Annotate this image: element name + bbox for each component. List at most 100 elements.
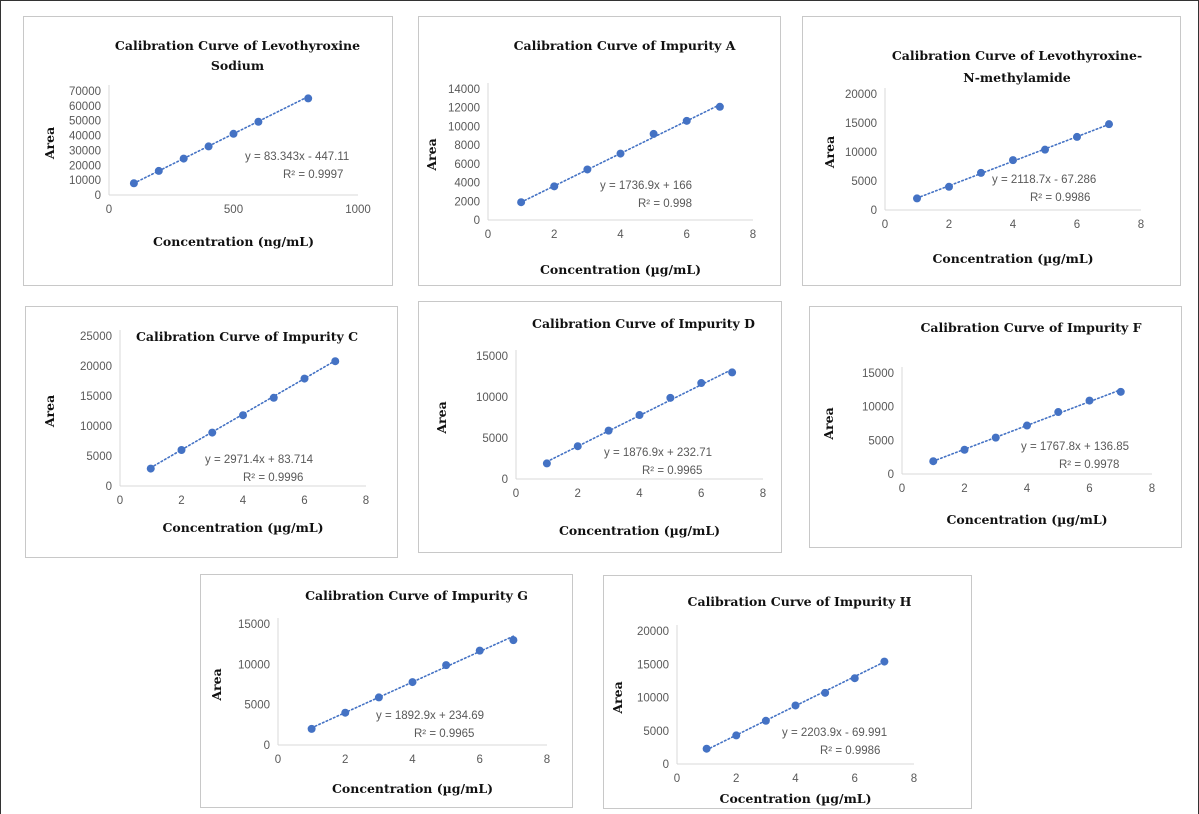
data-point — [1009, 156, 1017, 165]
x-axis-label: Concentration (µg/mL) — [932, 251, 1093, 266]
data-point — [509, 636, 518, 645]
r-squared-label: R² = 0.9986 — [1030, 192, 1090, 204]
r-squared-label: R² = 0.998 — [638, 198, 692, 210]
x-tick-label: 6 — [301, 495, 307, 507]
chart-title: Calibration Curve of Levothyroxine- — [892, 48, 1142, 63]
y-tick-label: 10000 — [80, 421, 112, 433]
r-squared-label: R² = 0.9965 — [414, 728, 474, 740]
data-point — [307, 724, 316, 733]
data-point — [550, 182, 559, 191]
x-tick-label: 6 — [1086, 483, 1092, 495]
chart-svg: Calibration Curve of Impurity A 0 2000 4000… — [424, 38, 756, 277]
data-point — [229, 129, 238, 138]
x-tick-label: 2 — [946, 219, 952, 231]
y-tick-label: 40000 — [69, 131, 101, 143]
y-tick-label: 25000 — [80, 331, 112, 343]
y-tick-label: 10000 — [476, 392, 508, 404]
y-tick-label: 6000 — [454, 159, 480, 171]
x-axis-label: Concentration (µg/mL) — [332, 781, 493, 796]
chart-impurity-h: Calibration Curve of Impurity H 0 5000 1000… — [603, 575, 972, 809]
trendline-equation: y = 1892.9x + 234.69 — [376, 710, 484, 722]
trendline-equation: y = 2118.7x - 67.286 — [992, 174, 1096, 186]
y-tick-label: 10000 — [69, 175, 101, 187]
x-tick-label: 8 — [760, 488, 766, 500]
y-axis-label: Area — [42, 127, 57, 160]
data-point — [1116, 387, 1125, 396]
x-tick-label: 6 — [698, 488, 704, 500]
x-tick-label: 0 — [513, 488, 519, 500]
x-tick-label: 2 — [575, 488, 581, 500]
x-tick-label: 0 — [899, 483, 905, 495]
chart-title: Calibration Curve of Impurity G — [305, 588, 528, 603]
chart-impurity-f: Calibration Curve of Impurity F 0 5000 1000… — [809, 306, 1182, 548]
y-tick-label: 0 — [502, 474, 508, 486]
x-tick-label: 0 — [674, 773, 680, 785]
y-tick-label: 20000 — [845, 89, 877, 101]
data-point — [208, 428, 217, 437]
x-axis-label: Cocentration (µg/mL) — [720, 791, 872, 806]
y-tick-label: 15000 — [862, 368, 894, 380]
x-tick-label: 500 — [224, 204, 243, 216]
y-tick-label: 10000 — [238, 659, 270, 671]
y-tick-label: 30000 — [69, 145, 101, 157]
data-point — [239, 411, 247, 420]
data-point — [475, 646, 484, 655]
chart-svg: Calibration Curve of Impurity C 0 5000 1000… — [42, 329, 369, 535]
chart-impurity-d: Calibration Curve of Impurity D 0 5000 1000… — [418, 301, 782, 553]
data-point — [1054, 408, 1063, 417]
chart-title: Calibration Curve of Levothyroxine — [115, 38, 360, 53]
data-point — [616, 149, 625, 158]
y-tick-label: 15000 — [238, 619, 270, 631]
x-tick-label: 4 — [240, 495, 247, 507]
data-point — [1105, 120, 1113, 129]
y-tick-label: 0 — [663, 759, 669, 771]
chart-svg: Calibration Curve of Impurity F 0 5000 1000… — [821, 320, 1155, 527]
y-tick-label: 15000 — [845, 118, 877, 130]
chart-impurity-a: Calibration Curve of Impurity A 0 2000 4000… — [418, 16, 781, 286]
data-point — [408, 678, 417, 687]
chart-svg: Calibration Curve of Impurity G 0 5000 1000… — [209, 588, 550, 796]
chart-levothyroxine-sodium: Calibration Curve of Levothyroxine Sodium… — [23, 16, 393, 286]
y-tick-label: 0 — [474, 215, 480, 227]
y-tick-label: 0 — [888, 469, 894, 481]
y-tick-label: 60000 — [69, 101, 101, 113]
r-squared-label: R² = 0.9978 — [1059, 459, 1119, 471]
chart-levothyroxine-n-methylamide: Calibration Curve of Levothyroxine- N-met… — [802, 16, 1181, 286]
chart-title: N-methylamide — [963, 70, 1070, 85]
x-tick-label: 4 — [1024, 483, 1031, 495]
y-tick-label: 0 — [264, 740, 270, 752]
data-point — [517, 198, 526, 207]
x-tick-label: 4 — [792, 773, 799, 785]
y-tick-label: 15000 — [476, 351, 508, 363]
chart-svg: Calibration Curve of Levothyroxine- N-met… — [822, 48, 1144, 266]
y-tick-label: 5000 — [86, 451, 112, 463]
data-point — [177, 446, 186, 454]
y-tick-label: 5000 — [244, 700, 270, 712]
y-tick-label: 0 — [106, 481, 112, 493]
data-point — [331, 357, 340, 366]
data-point — [179, 154, 188, 163]
x-tick-label: 6 — [684, 229, 690, 241]
data-point — [1085, 396, 1094, 405]
data-point — [583, 165, 592, 174]
y-tick-label: 5000 — [851, 176, 877, 188]
x-tick-label: 4 — [636, 488, 643, 500]
data-point — [761, 716, 770, 725]
y-tick-label: 10000 — [845, 147, 877, 159]
data-point — [649, 129, 658, 138]
data-point — [635, 411, 644, 420]
x-axis-label: Concentration (ng/mL) — [153, 234, 314, 249]
x-axis-label: Concentration (µg/mL) — [946, 512, 1107, 527]
data-point — [204, 142, 213, 151]
data-point — [341, 708, 350, 717]
y-tick-label: 10000 — [862, 402, 894, 414]
data-point — [542, 459, 551, 468]
y-tick-label: 8000 — [454, 140, 480, 152]
y-tick-label: 20000 — [69, 160, 101, 172]
chart-title: Calibration Curve of Impurity F — [920, 320, 1141, 335]
data-point — [374, 693, 383, 702]
x-tick-label: 4 — [1010, 219, 1017, 231]
x-tick-label: 0 — [882, 219, 888, 231]
y-axis-label: Area — [424, 138, 439, 171]
x-tick-label: 0 — [275, 754, 281, 766]
